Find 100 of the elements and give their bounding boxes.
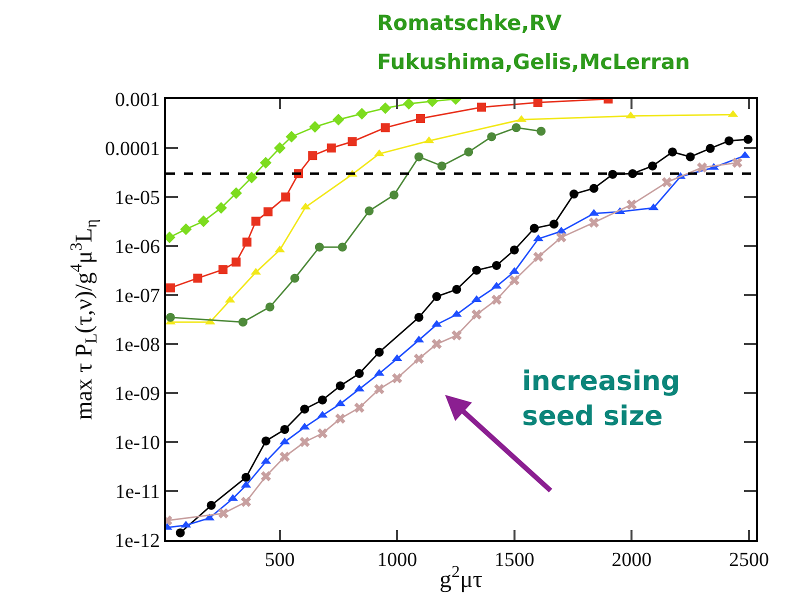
point — [218, 265, 228, 274]
point — [452, 330, 462, 340]
point — [509, 275, 520, 286]
point — [317, 428, 328, 438]
point — [589, 184, 598, 193]
point — [180, 223, 192, 236]
point — [354, 402, 364, 413]
point — [280, 424, 290, 434]
y-tick-label: 1e-08 — [114, 334, 160, 356]
point — [569, 190, 578, 199]
point — [530, 224, 539, 233]
y-tick-label: 1e-06 — [114, 236, 160, 258]
chart-subtitle: Fukushima,Gelis,McLerran — [377, 50, 690, 74]
point — [414, 312, 424, 322]
point — [308, 151, 318, 160]
point — [379, 102, 392, 114]
point — [374, 384, 384, 394]
x-axis-title: g$^{2}$μτ — [440, 562, 483, 593]
point — [300, 404, 310, 414]
point — [290, 274, 300, 283]
point — [510, 245, 519, 254]
point — [533, 252, 544, 262]
point — [274, 142, 286, 154]
point — [166, 312, 175, 322]
point — [696, 162, 708, 173]
y-tick-label: 0.001 — [115, 89, 160, 111]
point — [380, 123, 390, 132]
point — [336, 381, 345, 390]
point — [218, 508, 229, 518]
point — [686, 152, 695, 162]
x-tick-label: 2000 — [612, 549, 652, 571]
point — [732, 158, 742, 168]
point — [487, 132, 496, 142]
point — [724, 136, 734, 146]
point — [744, 134, 753, 144]
y-tick-label: 0.0001 — [105, 138, 160, 160]
y-tick-label: 1e-12 — [114, 530, 160, 552]
point — [464, 147, 474, 156]
point — [309, 121, 321, 133]
point — [286, 130, 298, 143]
point — [608, 170, 618, 179]
chart-title: Romatschke,RV — [377, 11, 562, 35]
point — [472, 266, 482, 275]
point — [242, 238, 252, 247]
point — [260, 156, 272, 169]
point — [706, 144, 715, 153]
point — [414, 152, 424, 162]
point — [390, 190, 399, 200]
point — [668, 147, 677, 156]
point — [348, 137, 357, 146]
point — [626, 199, 637, 210]
point — [354, 369, 364, 378]
point — [550, 220, 559, 229]
point — [416, 114, 426, 123]
point — [280, 452, 290, 462]
point — [242, 472, 250, 482]
point — [626, 111, 636, 118]
point — [318, 395, 327, 404]
y-tick-label: 1e-11 — [115, 481, 160, 503]
point — [281, 192, 290, 202]
point — [512, 123, 521, 132]
point — [332, 114, 344, 126]
point — [437, 161, 446, 170]
x-tick-label: 500 — [264, 549, 295, 571]
point — [374, 149, 384, 156]
point — [215, 202, 227, 214]
point — [232, 258, 241, 267]
y-tick-label: 1e-09 — [114, 383, 160, 405]
point — [246, 172, 258, 184]
point — [326, 144, 336, 152]
point — [206, 500, 216, 510]
point — [265, 302, 274, 312]
y-tick-label: 1e-07 — [114, 285, 160, 307]
point — [260, 471, 272, 482]
point — [264, 207, 273, 216]
point — [338, 242, 347, 252]
point — [491, 294, 502, 305]
point — [300, 436, 310, 448]
annotation: increasing seed size — [522, 366, 680, 432]
point — [193, 274, 202, 283]
point — [198, 215, 210, 228]
point — [536, 126, 546, 136]
point — [274, 245, 285, 252]
point — [472, 309, 482, 320]
point — [392, 373, 402, 384]
x-tick-label: 2500 — [728, 549, 769, 571]
point — [588, 218, 599, 228]
y-tick-label: 1e-05 — [114, 187, 160, 209]
point — [356, 108, 368, 120]
x-tick-label: 1000 — [377, 549, 418, 571]
point — [533, 99, 542, 107]
point — [335, 399, 346, 406]
point — [432, 292, 442, 302]
point — [662, 177, 672, 188]
point — [251, 216, 260, 226]
point — [374, 348, 384, 357]
point — [402, 99, 415, 110]
point — [261, 436, 270, 446]
point — [477, 102, 486, 112]
point — [533, 234, 544, 242]
